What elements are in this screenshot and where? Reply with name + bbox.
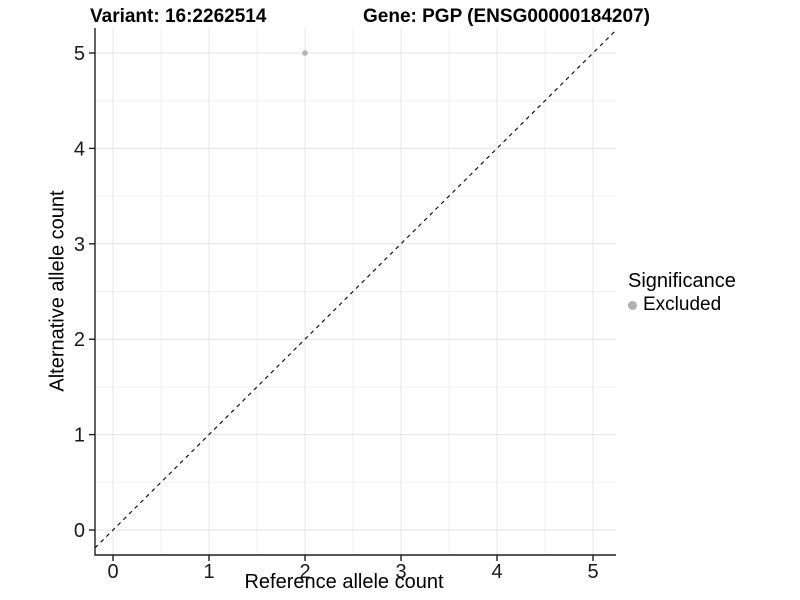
x-tick-label: 2 [299, 561, 310, 583]
y-axis-title: Alternative allele count [46, 190, 69, 392]
plot-title-variant: Variant: 16:2262514 [90, 6, 267, 27]
y-tick-label: 5 [74, 43, 85, 65]
x-axis-title: Reference allele count [244, 571, 444, 593]
y-tick-label: 2 [74, 329, 85, 351]
plot-title-gene: Gene: PGP (ENSG00000184207) [363, 6, 650, 27]
x-tick-label: 5 [587, 561, 598, 583]
legend-point-icon [628, 300, 637, 310]
x-tick-label: 4 [491, 561, 502, 583]
y-tick-label: 3 [74, 234, 85, 256]
axis-lines [94, 28, 616, 556]
legend-item-excluded: Excluded [628, 294, 736, 316]
legend-title: Significance [628, 270, 736, 292]
identity-reference-line [94, 29, 617, 549]
legend: Significance Excluded [628, 270, 736, 316]
data-point [302, 50, 308, 56]
x-tick-label: 0 [107, 561, 118, 583]
y-tick-label: 0 [74, 520, 85, 542]
x-tick-label: 1 [203, 561, 214, 583]
y-tick-label: 1 [74, 425, 85, 447]
y-tick-label: 4 [74, 138, 85, 160]
legend-item-label: Excluded [643, 294, 722, 315]
x-tick-label: 3 [395, 561, 406, 583]
